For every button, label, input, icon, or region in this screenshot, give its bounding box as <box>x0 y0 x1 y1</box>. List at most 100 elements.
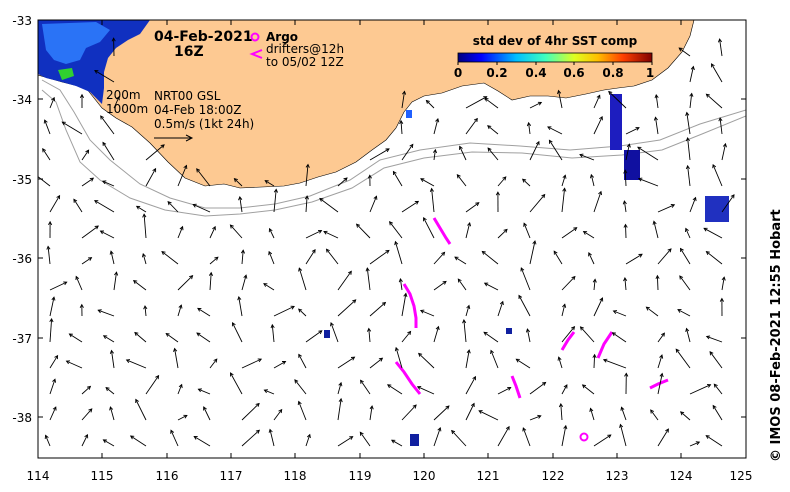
current-arrow <box>305 249 316 265</box>
current-arrow-head <box>350 356 356 361</box>
current-arrow <box>126 359 147 369</box>
current-arrow-head <box>89 177 95 182</box>
y-tick-label: -37 <box>12 332 32 346</box>
current-arrow-head <box>588 252 592 257</box>
current-arrow <box>170 430 179 447</box>
current-arrow-head <box>105 387 110 392</box>
current-arrow <box>590 408 595 421</box>
current-arrow-head <box>685 111 690 116</box>
y-tick-label: -35 <box>12 173 32 187</box>
current-arrow-head <box>230 372 234 377</box>
current-arrow-head <box>592 353 597 359</box>
current-arrow-head <box>712 404 717 410</box>
current-arrow-head <box>51 296 56 301</box>
drifter-track-3 <box>394 361 422 395</box>
x-tick-label: 123 <box>606 469 629 483</box>
current-arrow-head <box>97 309 102 314</box>
current-arrow-head <box>571 325 576 331</box>
current-arrow-head <box>349 436 354 440</box>
current-arrow-head <box>173 347 178 352</box>
current-arrow <box>395 347 403 369</box>
current-arrow-head <box>178 383 183 389</box>
current-arrow-head <box>183 164 188 170</box>
current-arrow <box>593 354 596 369</box>
current-arrow-head <box>470 402 475 408</box>
current-arrow <box>433 118 439 135</box>
current-arrow <box>529 240 536 265</box>
current-arrow-head <box>330 322 334 327</box>
current-arrow <box>516 358 531 369</box>
current-arrow <box>497 229 508 239</box>
current-arrow-head <box>311 249 316 254</box>
current-arrow <box>686 112 691 135</box>
current-arrow-head <box>484 97 489 102</box>
current-arrow-head <box>481 250 486 255</box>
current-arrow-head <box>522 178 527 183</box>
current-arrow <box>145 168 156 187</box>
drifter-track-1 <box>432 217 452 245</box>
current-arrow <box>529 194 546 213</box>
current-arrow <box>81 434 88 447</box>
current-arrow <box>326 248 339 265</box>
isobath-1000m <box>41 89 746 217</box>
current-arrow <box>712 164 723 187</box>
current-arrow-head <box>68 333 73 338</box>
current-arrow-head <box>602 358 608 363</box>
current-arrow <box>49 406 57 421</box>
current-arrow-head <box>268 250 273 256</box>
current-arrow-head <box>263 389 268 394</box>
current-arrow-head <box>473 117 478 123</box>
current-arrow-head <box>61 121 66 126</box>
current-arrow <box>143 214 147 239</box>
current-arrow <box>103 439 115 447</box>
current-arrow <box>196 168 211 187</box>
current-arrow <box>110 251 115 265</box>
current-arrow-head <box>432 148 438 154</box>
current-arrow-head <box>297 400 302 406</box>
current-arrow <box>646 306 659 317</box>
current-arrow-head <box>721 276 726 281</box>
current-arrow-head <box>179 225 184 231</box>
current-arrow <box>337 382 342 395</box>
current-arrow <box>484 97 499 109</box>
current-arrow <box>478 410 499 421</box>
current-arrow-head <box>392 170 397 176</box>
current-arrow-head <box>101 180 107 185</box>
current-arrow <box>719 117 723 135</box>
current-arrow <box>497 426 510 447</box>
current-arrow-head <box>109 406 114 411</box>
current-arrow-head <box>685 327 690 333</box>
current-arrow-head <box>114 271 119 276</box>
current-arrow-head <box>268 227 273 233</box>
map-time: 16Z <box>174 44 204 60</box>
colorbar-tick-label: 0.6 <box>563 66 584 80</box>
current-arrow-head <box>240 249 246 254</box>
current-arrow-head <box>653 116 658 121</box>
current-arrow-head <box>381 301 387 306</box>
current-arrow-head <box>373 195 378 200</box>
current-arrow-head <box>355 223 361 228</box>
current-arrow <box>711 63 723 83</box>
current-arrow <box>703 227 723 239</box>
current-arrow-head <box>365 267 370 272</box>
current-arrow-head <box>557 89 562 95</box>
current-arrow-head <box>541 193 546 199</box>
current-arrow <box>49 297 55 317</box>
current-arrow <box>102 142 115 161</box>
current-arrow <box>689 384 711 395</box>
current-arrow <box>465 118 478 135</box>
current-arrow <box>337 436 353 447</box>
current-arrow <box>433 405 450 421</box>
current-arrow-head <box>33 173 36 176</box>
current-arrow-head <box>685 164 690 170</box>
current-arrow <box>624 170 627 187</box>
current-arrow <box>234 178 243 187</box>
current-arrow <box>625 253 643 265</box>
current-arrow <box>465 403 475 421</box>
current-arrow-head <box>102 335 108 340</box>
current-arrow <box>337 299 357 317</box>
current-arrow-head <box>86 385 92 390</box>
current-arrow-head <box>394 346 399 352</box>
current-arrow <box>174 348 179 369</box>
current-arrow <box>719 39 723 57</box>
